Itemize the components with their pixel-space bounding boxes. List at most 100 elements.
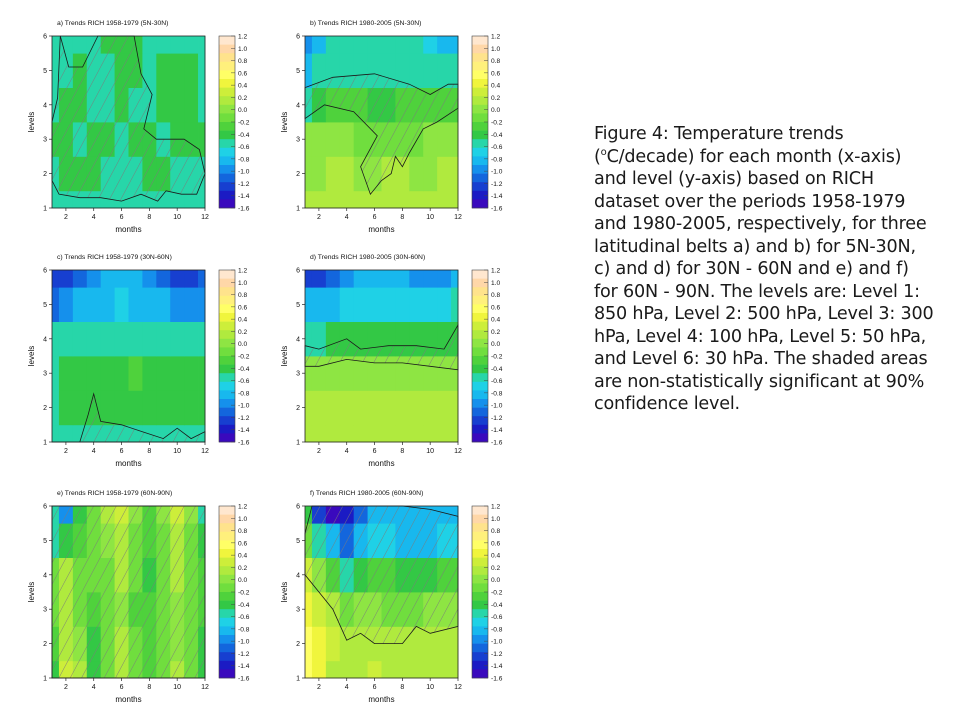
heatmap-cell [409, 626, 424, 662]
heatmap-cell [86, 356, 102, 391]
colorbar-tick-label: -1.4 [491, 427, 503, 434]
y-tick-label: 4 [296, 572, 300, 579]
x-tick-label: 8 [147, 684, 151, 691]
y-tick-label: 4 [43, 336, 47, 343]
colorbar-swatch [219, 199, 235, 209]
colorbar-swatch [219, 416, 235, 426]
heatmap-cell [339, 424, 355, 443]
colorbar-swatch [472, 330, 488, 340]
heatmap-cell [86, 287, 102, 322]
heatmap-cell [423, 190, 438, 209]
colorbar-swatch [219, 506, 235, 515]
y-tick-label: 3 [296, 137, 300, 144]
x-tick-label: 2 [64, 214, 68, 221]
heatmap-cell [409, 190, 424, 209]
colorbar-tick-label: 1.2 [238, 34, 247, 41]
colorbar-tick-label: -1.0 [238, 169, 250, 176]
heatmap-cell [395, 424, 410, 443]
x-tick-label: 2 [317, 448, 321, 455]
x-tick-label: 6 [373, 684, 377, 691]
heatmap-cell [437, 156, 452, 192]
heatmap-cell [367, 390, 382, 426]
heatmap-cell [339, 270, 355, 288]
colorbar-swatch [219, 173, 235, 183]
y-tick-label: 1 [296, 440, 300, 447]
colorbar-swatch [219, 583, 235, 593]
x-tick-label: 12 [454, 214, 462, 221]
heatmap-cell [305, 390, 313, 426]
y-tick-label: 5 [43, 302, 47, 309]
colorbar-swatch [472, 278, 488, 288]
heatmap-cell [170, 87, 185, 123]
heatmap-cell [381, 390, 396, 426]
colorbar-swatch [219, 165, 235, 174]
y-axis-label: levels [280, 582, 289, 602]
x-tick-label: 8 [400, 448, 404, 455]
heatmap-cell [156, 53, 171, 88]
colorbar: 1.2 1.0 0.8 0.6 0.4 0.2 0.0 -0.2 -0.4 -0.6 -0.8 -1.… [218, 34, 250, 213]
plot-frame [304, 269, 459, 443]
heatmap-cell [451, 190, 459, 209]
plot-frame [51, 505, 206, 679]
colorbar-swatch [472, 583, 488, 593]
x-axis-label: months [115, 695, 141, 704]
heatmap-cell [305, 592, 313, 627]
heatmap-cell [381, 660, 396, 679]
heatmap-cell [311, 592, 327, 627]
colorbar-swatch [472, 79, 488, 88]
x-tick-label: 10 [426, 684, 434, 691]
colorbar-tick-label: 0.6 [238, 70, 247, 77]
heatmap-cell [353, 390, 368, 426]
heatmap-cell [339, 156, 355, 192]
heatmap-cell [52, 190, 60, 209]
colorbar-tick-label: 1.0 [491, 516, 500, 523]
x-tick-label: 6 [120, 448, 124, 455]
colorbar-swatch [472, 313, 488, 322]
heatmap-cell [339, 287, 355, 322]
nonsignificant-hatched-region [51, 505, 206, 679]
colorbar-swatch [219, 540, 235, 550]
colorbar-tick-label: -1.2 [238, 415, 250, 422]
x-tick-label: 12 [201, 448, 209, 455]
caption-text-part1: Figure 4: Temperature trends ( [594, 124, 844, 167]
colorbar-tick-label: 0.8 [491, 58, 500, 65]
heatmap-cell [156, 390, 171, 426]
y-tick-label: 6 [43, 268, 47, 275]
heatmap-cell [128, 321, 143, 357]
y-tick-label: 4 [43, 102, 47, 109]
nonsignificant-hatched-region [304, 73, 459, 196]
heatmap-cell [325, 626, 341, 662]
heatmap-cell [451, 356, 459, 391]
heatmap-cell [451, 424, 459, 443]
colorbar-swatch [472, 304, 488, 314]
colorbar-swatch [472, 199, 488, 209]
y-tick-label: 2 [43, 405, 47, 412]
heatmap-cell [311, 660, 327, 679]
colorbar-tick-label: 0.4 [238, 317, 247, 324]
heatmap-cell [311, 424, 327, 443]
heatmap-cell [395, 36, 410, 54]
colorbar-swatch [219, 635, 235, 644]
colorbar-swatch [472, 347, 488, 357]
colorbar-swatch [219, 660, 235, 670]
heatmap-cell [395, 660, 410, 679]
heatmap-cell [100, 390, 115, 426]
heatmap-cell [142, 356, 157, 391]
chart-panel-c: c) Trends RICH 1958-1979 (30N-60N)2 4 6 8 10… [27, 254, 250, 468]
caption-degree-superscript: o [600, 146, 607, 158]
heatmap-cell [409, 390, 424, 426]
heatmap-cell [339, 356, 355, 391]
heatmap-cell [353, 424, 368, 443]
x-tick-label: 10 [173, 448, 181, 455]
colorbar-tick-label: 0.8 [238, 292, 247, 299]
heatmap-cell [353, 190, 368, 209]
colorbar-swatch [472, 61, 488, 71]
y-axis-label: levels [27, 582, 36, 602]
heatmap-cell [128, 390, 143, 426]
heatmap-cell [184, 270, 199, 288]
heatmap-cell [100, 356, 115, 391]
colorbar-tick-label: -0.4 [238, 132, 250, 139]
colorbar-tick-label: -0.8 [491, 390, 503, 397]
heatmap-cell [311, 156, 327, 192]
colorbar-swatch [219, 70, 235, 80]
